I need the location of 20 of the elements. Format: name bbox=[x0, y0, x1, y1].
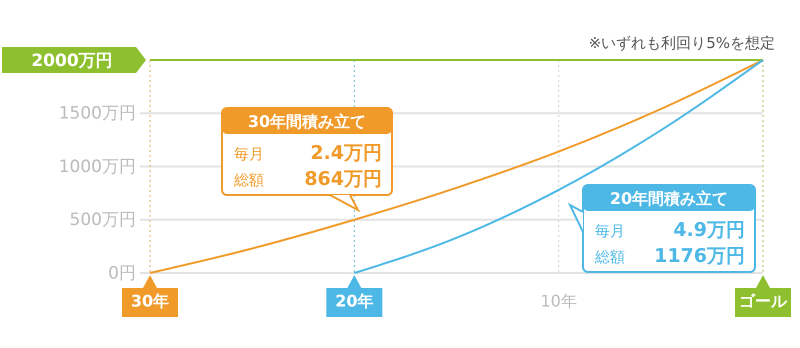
y-tick-label: 1500万円 bbox=[58, 104, 136, 124]
annotation: 30年間積み立て bbox=[248, 112, 366, 131]
annotation: 毎月 bbox=[234, 145, 264, 163]
ref-line-label: 2000万円 bbox=[31, 51, 113, 71]
annotation: 総額 bbox=[233, 171, 264, 189]
x-tick-label: 20年 bbox=[335, 291, 374, 310]
x-tick-label: 10年 bbox=[540, 291, 577, 310]
annotation: 毎月 bbox=[595, 222, 625, 240]
annotation: 1176万円 bbox=[654, 245, 745, 267]
y-tick-label: 1000万円 bbox=[58, 156, 136, 177]
annotation: 864万円 bbox=[304, 168, 382, 190]
x-tick-label: 30年 bbox=[130, 291, 170, 310]
annotation: 2.4万円 bbox=[310, 142, 382, 164]
x-tick-label: ゴール bbox=[739, 291, 788, 310]
annotation: 20年間積み立て bbox=[610, 189, 728, 208]
annotation: 4.9万円 bbox=[673, 219, 745, 241]
annotation: 総額 bbox=[594, 248, 625, 266]
y-tick-label: 500万円 bbox=[70, 210, 136, 230]
text: ※いずれも利回り5%を想定 bbox=[588, 34, 775, 52]
y-tick-label: 0円 bbox=[108, 263, 136, 284]
